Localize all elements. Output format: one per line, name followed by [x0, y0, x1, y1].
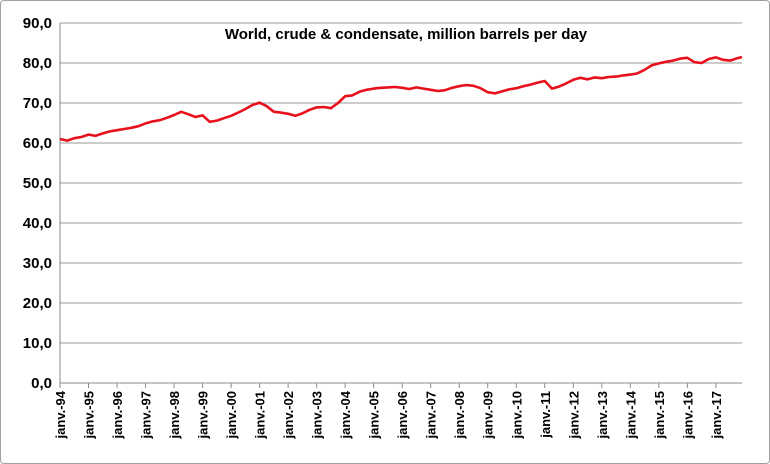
- x-tick-label: janv.-07: [424, 391, 439, 439]
- x-tick-label: janv.-02: [281, 391, 296, 439]
- axes: [59, 23, 742, 388]
- x-tick-label: janv.-15: [652, 391, 667, 439]
- x-tick-label: janv.-14: [623, 390, 638, 439]
- x-tick-label: janv.-17: [709, 391, 724, 439]
- x-tick-label: janv.-01: [253, 391, 268, 439]
- y-tick-label: 0,0: [31, 375, 52, 392]
- y-tick-label: 80,0: [23, 55, 52, 72]
- x-tick-label: janv.-12: [566, 391, 581, 439]
- y-tick-label: 20,0: [23, 295, 52, 312]
- x-tick-label: janv.-96: [110, 391, 125, 439]
- x-tick-label: janv.-94: [53, 390, 68, 439]
- x-tick-label: janv.-00: [224, 391, 239, 439]
- x-tick-label: janv.-06: [395, 391, 410, 439]
- x-tick-label: janv.-03: [310, 391, 325, 439]
- y-tick-label: 40,0: [23, 215, 52, 232]
- x-axis-tick-labels: janv.-94 janv.-95 janv.-96 janv.-97 janv.-98…: [53, 390, 724, 439]
- y-tick-label: 10,0: [23, 335, 52, 352]
- x-tick-label: janv.-95: [82, 391, 97, 439]
- y-tick-label: 60,0: [23, 135, 52, 152]
- x-tick-label: janv.-09: [481, 391, 496, 439]
- x-tick-label: janv.-16: [680, 391, 695, 439]
- gridlines: [60, 22, 742, 344]
- x-tick-label: janv.-98: [167, 391, 182, 439]
- y-axis-tick-labels: 0,0 10,0 20,0 30,0 40,0 50,0 60,0 70,0 80,0 90,0: [23, 15, 52, 392]
- x-tick-label: janv.-97: [139, 391, 154, 439]
- x-tick-label: janv.-10: [509, 391, 524, 439]
- series-line: [59, 55, 743, 142]
- y-tick-label: 30,0: [23, 255, 52, 272]
- y-tick-label: 50,0: [23, 175, 52, 192]
- x-tick-label: janv.-11: [538, 391, 553, 439]
- chart-title: World, crude & condensate, million barre…: [225, 26, 588, 43]
- x-tick-label: janv.-05: [367, 391, 382, 439]
- y-tick-label: 70,0: [23, 95, 52, 112]
- x-tick-label: janv.-13: [595, 391, 610, 439]
- x-tick-label: janv.-99: [196, 391, 211, 439]
- x-tick-label: janv.-08: [452, 391, 467, 439]
- x-tick-label: janv.-04: [338, 390, 353, 439]
- y-tick-label: 90,0: [23, 15, 52, 32]
